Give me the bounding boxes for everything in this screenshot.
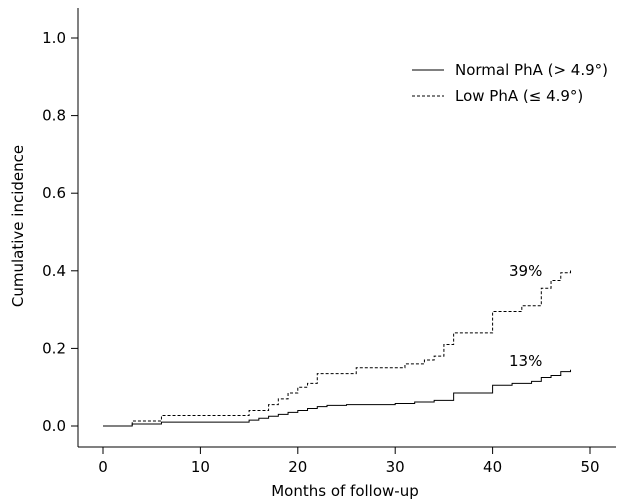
x-tick-label: 10 xyxy=(191,458,210,476)
series-normal-pha-line xyxy=(103,369,572,427)
x-tick-label: 40 xyxy=(483,458,502,476)
x-tick-label: 0 xyxy=(98,458,108,476)
y-tick-label: 1.0 xyxy=(42,29,66,47)
axes xyxy=(77,8,616,448)
series-low-pha-line xyxy=(103,268,572,427)
y-tick-label: 0.2 xyxy=(42,339,66,357)
legend-label-low: Low PhA (≤ 4.9°) xyxy=(455,87,583,105)
legend: Normal PhA (> 4.9°) Low PhA (≤ 4.9°) xyxy=(412,61,608,105)
y-tick-label: 0.8 xyxy=(42,107,66,125)
annotation-low-pha: 39% xyxy=(509,262,542,280)
x-tick-label: 20 xyxy=(288,458,307,476)
y-tick-label: 0.4 xyxy=(42,262,66,280)
y-tick-label: 0.0 xyxy=(42,417,66,435)
x-ticks: 0 10 20 30 40 50 xyxy=(98,447,600,476)
legend-label-normal: Normal PhA (> 4.9°) xyxy=(455,61,608,79)
y-ticks: 0.0 0.2 0.4 0.6 0.8 1.0 xyxy=(42,29,78,435)
x-tick-label: 50 xyxy=(580,458,599,476)
annotation-normal-pha: 13% xyxy=(509,352,542,370)
y-tick-label: 0.6 xyxy=(42,184,66,202)
series-layer xyxy=(103,268,572,427)
y-axis-title: Cumulative incidence xyxy=(9,145,27,307)
x-tick-label: 30 xyxy=(386,458,405,476)
x-axis-title: Months of follow-up xyxy=(271,482,419,500)
